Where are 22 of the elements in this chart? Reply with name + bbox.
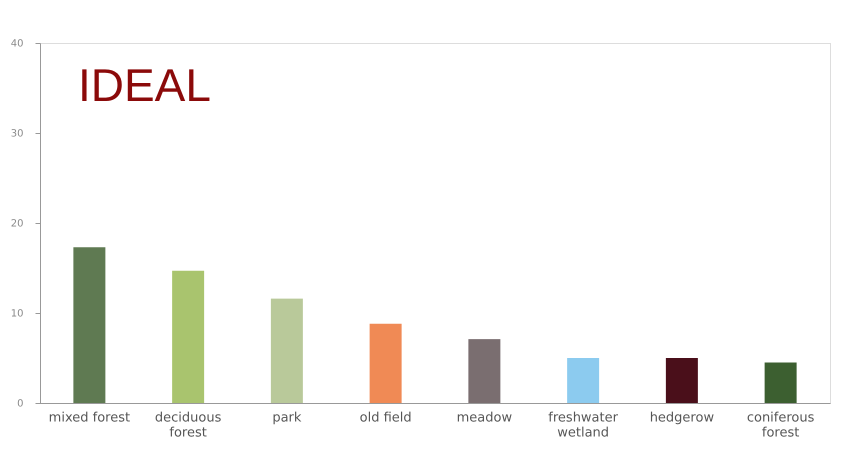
bar [172,270,204,403]
bar [73,247,106,403]
y-tick-label: 20 [10,218,24,230]
x-tick-label: deciduous forest [154,410,222,440]
x-tick-label: hedgerow [650,410,714,426]
x-tick-label: meadow [456,410,512,426]
x-tick-label: coniferous forest [746,410,815,440]
x-tick-label: park [272,410,302,426]
y-tick-label: 0 [17,398,24,410]
bar [764,362,797,403]
bar [270,298,303,403]
x-tick-label: mixed forest [48,410,130,426]
bar [666,358,698,403]
bar [370,324,402,403]
bar [468,339,500,403]
x-tick-label: old field [360,410,412,426]
y-tick-label: 10 [10,308,24,320]
chart-title: IDEAL [78,59,211,111]
x-tick-label: freshwater wetland [548,410,619,440]
y-tick-label: 40 [10,38,24,50]
y-tick-label: 30 [10,128,24,140]
bar [567,358,600,403]
